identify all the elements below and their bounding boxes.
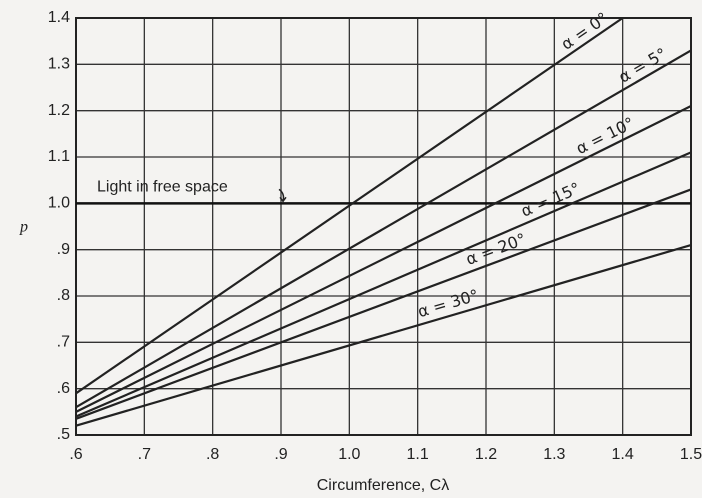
y-tick-label: .5: [57, 426, 70, 443]
x-tick-label: 1.1: [407, 446, 429, 463]
chart: p Circumference, Cλ .6 .7 .8 .9 1.0 1.1 1.2 1.3…: [0, 0, 702, 498]
y-tick-label: .6: [57, 380, 70, 397]
x-tick-label: 1.0: [338, 446, 360, 463]
x-tick-label: 1.5: [680, 446, 702, 463]
x-tick-label: .9: [274, 446, 287, 463]
y-tick-label: .9: [57, 241, 70, 258]
x-tick-label: .6: [69, 446, 82, 463]
x-tick-label: 1.4: [612, 446, 634, 463]
y-tick-label: 1.0: [48, 195, 70, 212]
x-tick-label: .8: [206, 446, 219, 463]
y-tick-label: 1.2: [48, 102, 70, 119]
y-axis-label: p: [19, 219, 28, 236]
x-axis-label: Circumference, Cλ: [317, 477, 449, 494]
x-tick-label: 1.3: [543, 446, 565, 463]
reference-label: Light in free space: [97, 179, 228, 196]
y-tick-label: 1.4: [48, 9, 70, 26]
y-tick-label: 1.1: [48, 148, 70, 165]
background: [0, 0, 702, 498]
x-tick-label: .7: [138, 446, 151, 463]
y-tick-label: .7: [57, 334, 70, 351]
x-tick-label: 1.2: [475, 446, 497, 463]
y-tick-label: 1.3: [48, 56, 70, 73]
y-tick-label: .8: [57, 287, 70, 304]
